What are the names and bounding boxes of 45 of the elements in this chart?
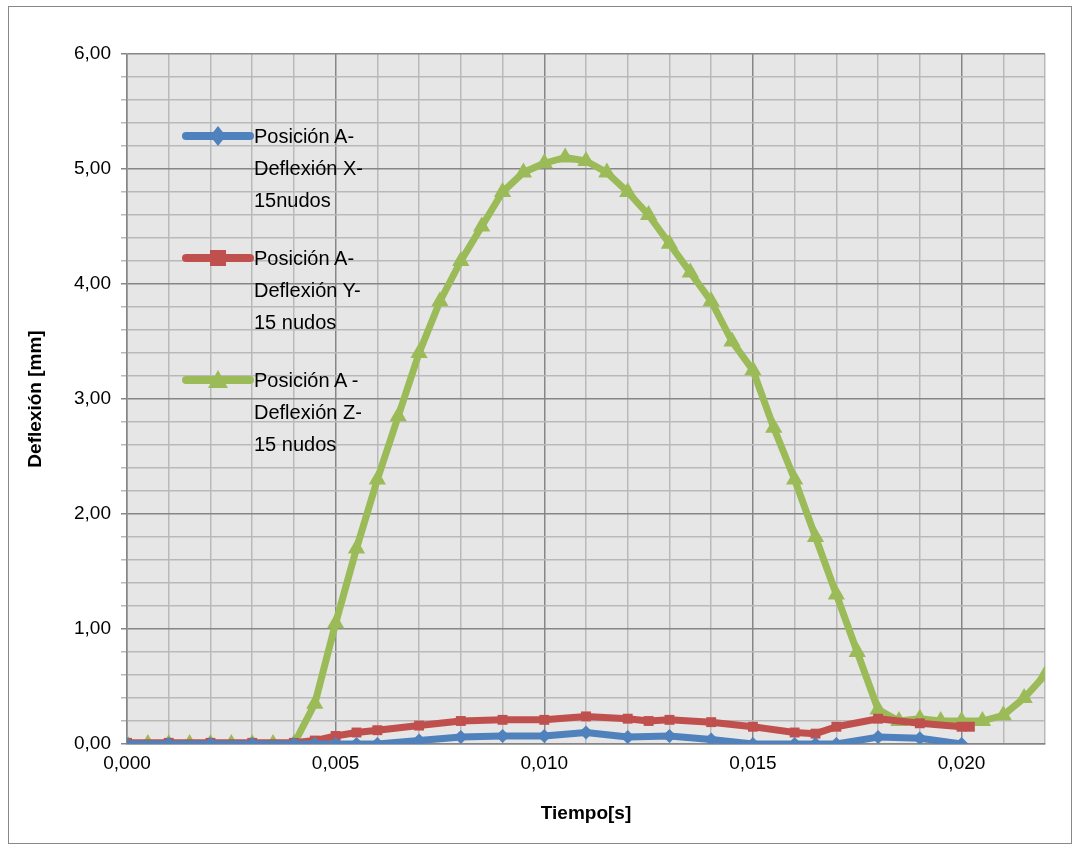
legend-label: Posición A-Deflexión X-15nudos <box>254 124 364 213</box>
point <box>431 291 449 307</box>
y-tick-label: 3,00 <box>74 387 111 409</box>
point <box>994 705 1012 721</box>
point <box>806 527 825 542</box>
point <box>827 584 846 600</box>
point <box>326 613 345 629</box>
point <box>368 469 387 485</box>
point <box>514 162 533 178</box>
point <box>681 262 699 278</box>
point <box>473 216 491 232</box>
point <box>973 711 992 726</box>
x-tick-label: 0,005 <box>311 751 360 773</box>
x-axis-title: Tiempo[s] <box>540 801 632 823</box>
y-tick-label: 4,00 <box>74 272 111 294</box>
point <box>1015 688 1033 703</box>
x-tick-label: 0,020 <box>937 751 986 773</box>
point <box>639 205 658 220</box>
y-tick-label: 6,00 <box>74 42 111 64</box>
point <box>389 406 407 422</box>
point <box>493 182 512 197</box>
point <box>723 331 741 347</box>
point <box>848 642 866 657</box>
y-tick-label: 5,00 <box>74 157 111 179</box>
point <box>410 343 428 358</box>
y-tick-label: 2,00 <box>74 502 111 524</box>
x-tick-label: 0,015 <box>729 751 777 773</box>
point <box>452 251 470 266</box>
point <box>702 291 720 307</box>
y-axis-title: Deflexión [mm] <box>23 330 45 468</box>
point <box>347 538 366 554</box>
point <box>556 147 574 163</box>
y-tick-label: 0,00 <box>74 732 111 754</box>
point <box>619 182 637 197</box>
y-tick-label: 1,00 <box>74 617 111 639</box>
legend-label: Posición A -Deflexión Z-15 nudos <box>254 368 363 457</box>
x-tick-label: 0,010 <box>520 751 569 773</box>
point <box>598 162 616 178</box>
point <box>660 233 679 249</box>
point <box>744 360 762 376</box>
point <box>765 417 783 433</box>
legend-label: Posición A-Deflexión Y-15 nudos <box>254 246 362 335</box>
point <box>785 469 804 485</box>
x-tick-label: 0,000 <box>103 751 151 773</box>
point <box>306 693 324 709</box>
